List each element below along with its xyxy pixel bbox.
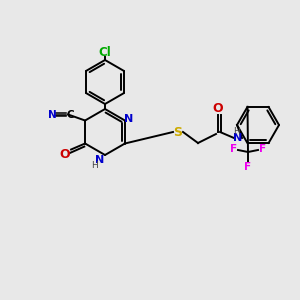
Text: C: C xyxy=(66,110,74,119)
Text: O: O xyxy=(213,101,223,115)
Text: N: N xyxy=(48,110,56,119)
Text: N: N xyxy=(233,133,243,143)
Text: N: N xyxy=(124,113,134,124)
Text: F: F xyxy=(244,162,252,172)
Text: N: N xyxy=(95,155,105,165)
Text: H: H xyxy=(92,160,98,169)
Text: F: F xyxy=(230,144,237,154)
Text: S: S xyxy=(173,125,182,139)
Text: H: H xyxy=(232,128,239,136)
Text: F: F xyxy=(259,144,266,154)
Text: Cl: Cl xyxy=(99,46,111,59)
Text: O: O xyxy=(60,148,70,161)
